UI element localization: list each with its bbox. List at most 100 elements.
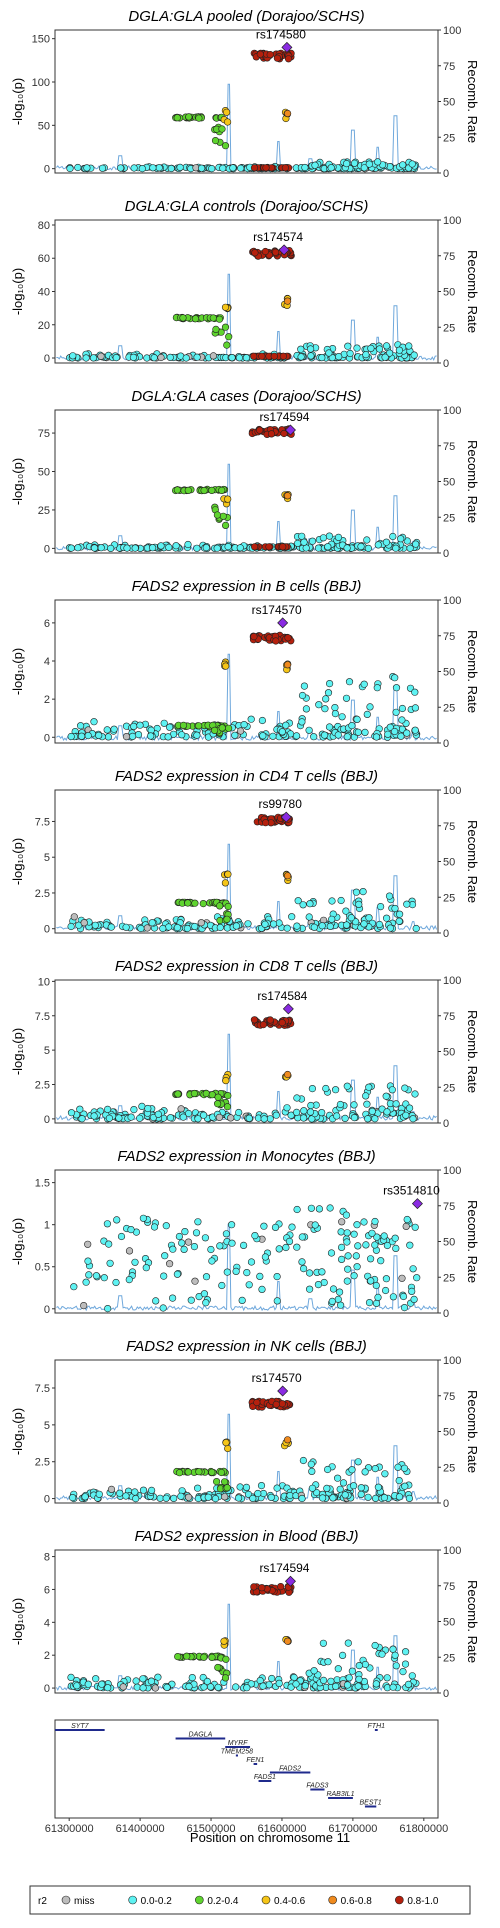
snp-point xyxy=(216,316,223,323)
snp-point xyxy=(158,354,165,361)
snp-point xyxy=(174,487,181,494)
snp-point xyxy=(383,1093,390,1100)
snp-point xyxy=(390,533,397,540)
snp-point xyxy=(316,1206,323,1213)
snp-point xyxy=(186,114,193,121)
legend-label: 0.4-0.6 xyxy=(274,1896,306,1907)
gene-label: FADS1 xyxy=(254,1774,276,1781)
y-axis-label: -log₁₀(p) xyxy=(10,268,25,315)
y2-axis-label: Recomb. Rate xyxy=(465,440,480,523)
snp-point xyxy=(323,1085,330,1092)
snp-point xyxy=(293,733,300,740)
y2-tick-label: 25 xyxy=(443,512,455,524)
snp-point xyxy=(356,1662,363,1669)
snp-point xyxy=(224,1269,231,1276)
y2-tick-label: 0 xyxy=(443,168,449,180)
snp-point xyxy=(191,1243,198,1250)
snp-point xyxy=(169,1295,176,1302)
snp-point xyxy=(345,1640,352,1647)
legend-label: miss xyxy=(74,1896,95,1907)
y-tick-label: 1 xyxy=(44,1220,50,1232)
snp-point xyxy=(335,1665,342,1672)
snp-point xyxy=(315,1281,322,1288)
snp-point xyxy=(184,925,191,932)
snp-point xyxy=(77,722,84,729)
plot-frame xyxy=(55,600,438,743)
y-tick-label: 50 xyxy=(38,120,50,132)
snp-point xyxy=(210,315,217,322)
snp-point xyxy=(383,343,390,350)
snp-point xyxy=(216,1114,223,1121)
y-tick-label: 2 xyxy=(44,694,50,706)
snp-point xyxy=(284,1437,291,1444)
y2-tick-label: 100 xyxy=(443,595,461,607)
snp-point xyxy=(261,1116,268,1123)
snp-point xyxy=(198,919,205,926)
panel: FADS2 expression in NK cells (BBJ)02.557… xyxy=(10,1338,480,1510)
snp-point xyxy=(158,543,165,550)
legend-label: 0.8-1.0 xyxy=(407,1896,439,1907)
snp-point xyxy=(223,1077,230,1084)
snp-point xyxy=(299,719,306,726)
snp-point xyxy=(355,1683,362,1690)
snp-point xyxy=(344,734,351,741)
y2-axis-label: Recomb. Rate xyxy=(465,820,480,903)
gene-label: SYT7 xyxy=(71,1723,90,1730)
snp-point xyxy=(306,727,313,734)
snp-point xyxy=(71,914,78,921)
y2-tick-label: 50 xyxy=(443,1237,455,1249)
snp-point xyxy=(91,718,98,725)
snp-point xyxy=(246,1282,253,1289)
snp-point xyxy=(104,1684,111,1691)
snp-point xyxy=(279,1019,286,1026)
snp-point xyxy=(262,248,269,255)
gene-label: DAGLA xyxy=(189,1732,213,1739)
snp-point xyxy=(381,1494,388,1501)
panels: DGLA:GLA pooled (Dorajoo/SCHS)0501001500… xyxy=(10,8,480,1700)
y-tick-label: 5 xyxy=(44,1045,50,1057)
snp-point xyxy=(338,897,345,904)
snp-point xyxy=(392,1235,399,1242)
y2-tick-label: 50 xyxy=(443,667,455,679)
snp-point xyxy=(209,1258,216,1265)
plot-frame xyxy=(55,980,438,1123)
snp-point xyxy=(384,1675,391,1682)
snp-point xyxy=(175,1091,182,1098)
plot-frame xyxy=(55,790,438,933)
snp-point xyxy=(128,1114,135,1121)
snp-point xyxy=(402,1483,409,1490)
snp-point xyxy=(389,1087,396,1094)
plot-frame xyxy=(55,220,438,363)
panel-title: FADS2 expression in CD4 T cells (BBJ) xyxy=(115,768,378,785)
snp-point xyxy=(346,678,353,685)
snp-point xyxy=(344,1266,351,1273)
snp-point xyxy=(355,729,362,736)
snp-point xyxy=(406,1105,413,1112)
snp-point xyxy=(180,315,187,322)
snp-point xyxy=(311,1667,318,1674)
snp-point xyxy=(284,1071,291,1078)
snp-point xyxy=(74,1683,81,1690)
snp-point xyxy=(183,355,190,362)
snp-point xyxy=(298,354,305,361)
snp-point xyxy=(381,1233,388,1240)
snp-point xyxy=(406,1495,413,1502)
snp-point xyxy=(185,1469,192,1476)
snp-point xyxy=(185,900,192,907)
snp-point xyxy=(241,721,248,728)
y-tick-label: 0 xyxy=(44,1494,50,1506)
y2-tick-label: 75 xyxy=(443,1011,455,1023)
snp-point xyxy=(364,711,371,718)
snp-point xyxy=(168,165,175,172)
snp-point xyxy=(355,1459,362,1466)
snp-point xyxy=(195,1116,202,1123)
snp-point xyxy=(412,541,419,548)
lead-snp-label: rs174584 xyxy=(257,989,307,1003)
snp-point xyxy=(411,352,418,359)
snp-point xyxy=(403,1112,410,1119)
snp-point xyxy=(310,733,317,740)
lead-snp-label: rs174570 xyxy=(252,603,302,617)
snp-point xyxy=(132,1489,139,1496)
snp-point xyxy=(273,1112,280,1119)
snp-point xyxy=(96,1491,103,1498)
